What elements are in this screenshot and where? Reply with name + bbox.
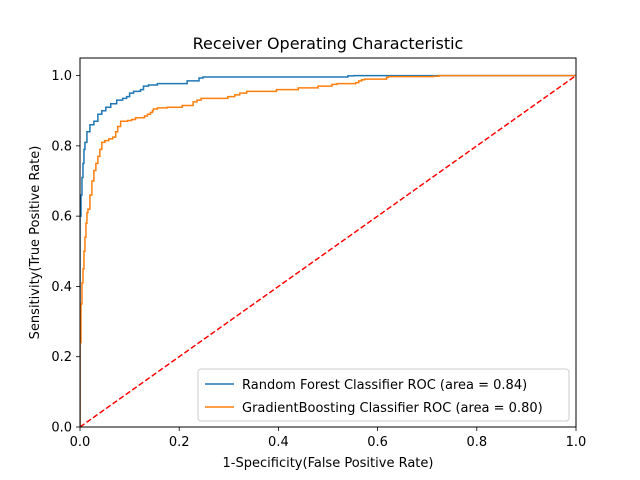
axes-frame <box>79 57 577 428</box>
legend-label-gradient-boosting: GradientBoosting Classifier ROC (area = … <box>242 401 543 416</box>
x-tick-label: 0.4 <box>268 435 289 450</box>
x-tick-label: 0.8 <box>466 435 487 450</box>
y-axis-ticks: 0.0 0.2 0.4 0.6 0.8 1.0 <box>51 69 80 436</box>
legend-label-random-forest: Random Forest Classifier ROC (area = 0.8… <box>242 378 527 393</box>
x-tick-label: 0.0 <box>70 435 91 450</box>
y-tick-label: 0.8 <box>51 139 72 154</box>
y-axis-label: Sensitivity(True Positive Rate) <box>28 146 43 340</box>
x-tick-label: 0.6 <box>367 435 388 450</box>
y-tick-label: 0.6 <box>51 210 72 225</box>
series-line-gradientboosting <box>80 74 576 427</box>
y-tick-label: 0.0 <box>51 421 72 436</box>
legend-box <box>197 368 570 422</box>
y-tick-label: 1.0 <box>51 69 72 84</box>
y-tick-label: 0.2 <box>51 350 72 365</box>
series-line-random <box>80 74 576 427</box>
legend: Random Forest Classifier ROC (area = 0.8… <box>197 368 570 422</box>
series-layer <box>80 74 576 427</box>
x-axis-label: 1-Specificity(False Positive Rate) <box>223 456 434 471</box>
chart-title: Receiver Operating Characteristic <box>193 34 464 53</box>
series-line-diagonal-reference <box>80 74 576 427</box>
y-tick-label: 0.4 <box>51 280 72 295</box>
x-tick-label: 1.0 <box>566 435 587 450</box>
x-tick-label: 0.2 <box>169 435 190 450</box>
x-axis-ticks: 0.0 0.2 0.4 0.6 0.8 1.0 <box>70 427 587 450</box>
